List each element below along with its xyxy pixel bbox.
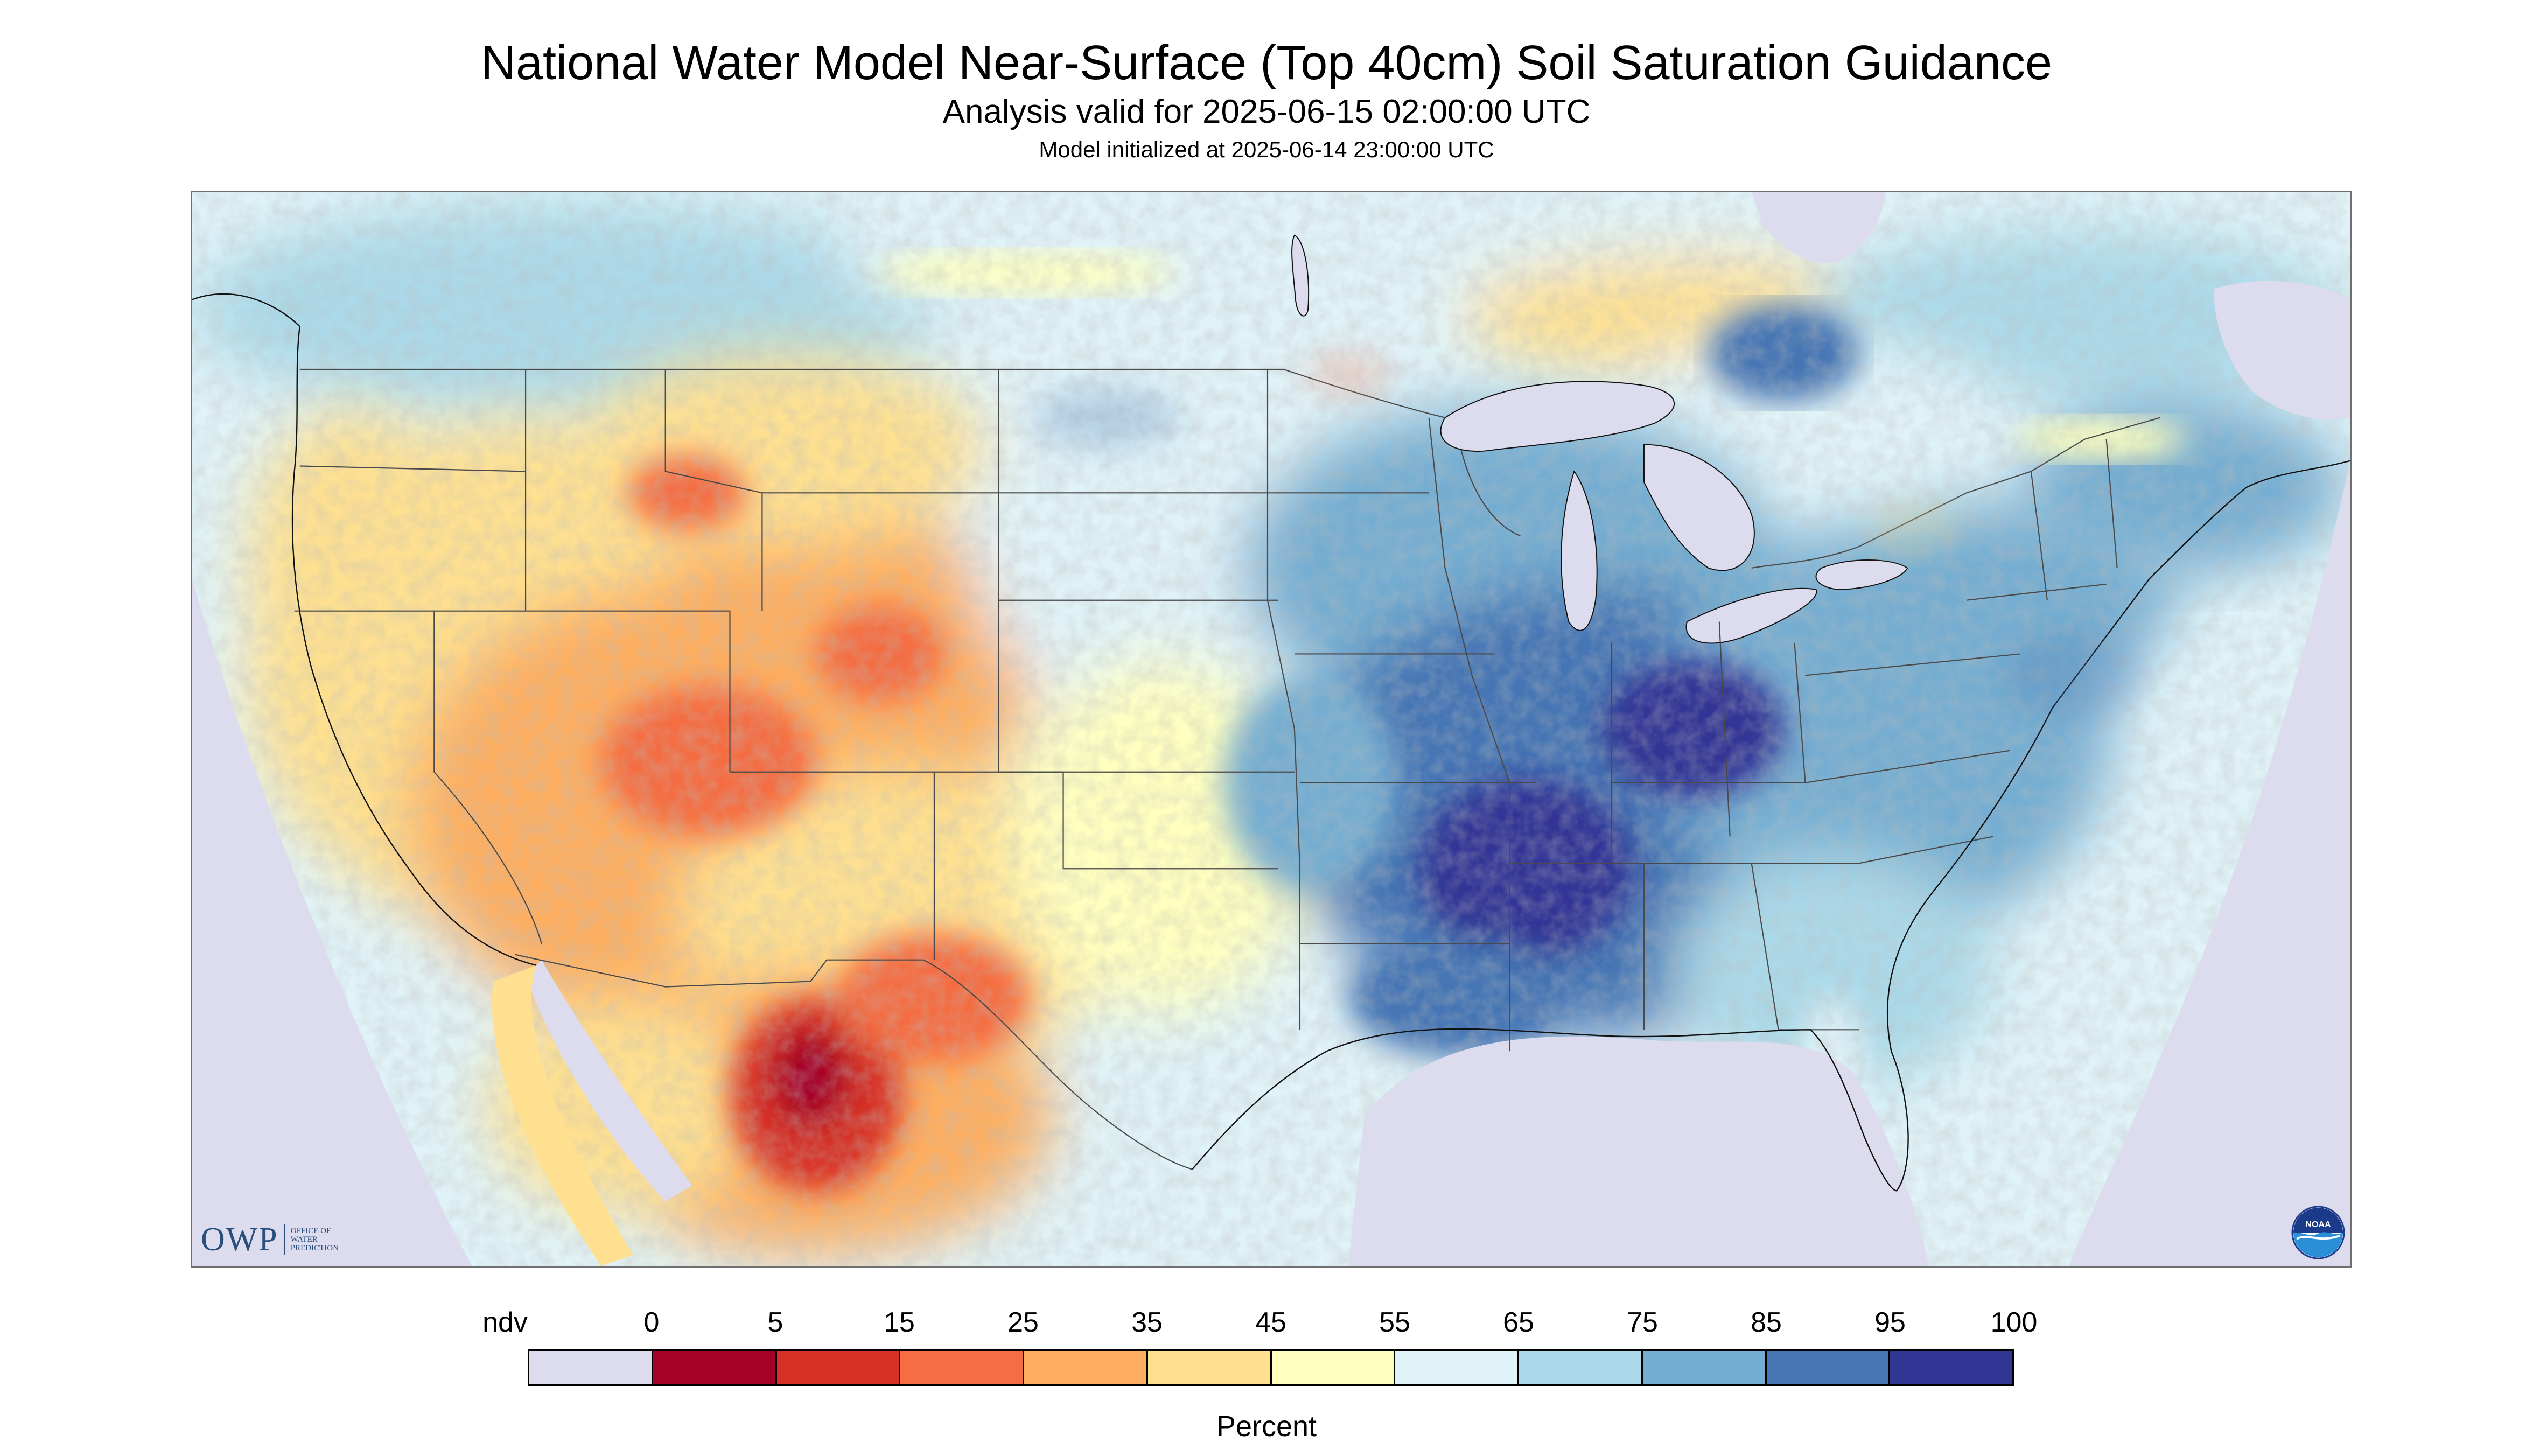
legend-tick-label: 15 xyxy=(884,1307,915,1338)
map-title: National Water Model Near-Surface (Top 4… xyxy=(480,36,2052,90)
lake-superior xyxy=(1440,381,1675,452)
owp-logo-divider xyxy=(283,1224,285,1255)
valid-time-subtitle: Analysis valid for 2025-06-15 02:00:00 U… xyxy=(942,93,1591,130)
legend-swatch xyxy=(653,1351,777,1384)
legend-swatch xyxy=(1766,1351,1891,1384)
legend-tick-label: 85 xyxy=(1751,1307,1782,1338)
legend-tick-label: 5 xyxy=(767,1307,783,1338)
lake-winnipeg xyxy=(1291,234,1310,317)
legend-swatch xyxy=(1147,1351,1272,1384)
model-init-line: Model initialized at 2025-06-14 23:00:00… xyxy=(1039,137,1494,162)
legend-swatch xyxy=(776,1351,901,1384)
legend-tick-label: 65 xyxy=(1503,1307,1534,1338)
svg-text:NOAA: NOAA xyxy=(2305,1220,2331,1229)
map-panel: OWP OFFICE OF WATER PREDICTION NOAA xyxy=(191,191,2352,1268)
legend-swatch xyxy=(1642,1351,1767,1384)
legend-tick-label: 25 xyxy=(1007,1307,1039,1338)
owp-logo-text: OFFICE OF WATER PREDICTION xyxy=(291,1227,339,1252)
legend-swatch xyxy=(900,1351,1024,1384)
legend-tick-label: 100 xyxy=(1990,1307,2038,1338)
legend-label-ndv: ndv xyxy=(482,1307,528,1338)
owp-logo-mark: OWP xyxy=(201,1221,278,1258)
legend-swatch xyxy=(1024,1351,1148,1384)
legend-swatch xyxy=(1890,1351,2012,1384)
owp-logo-line: PREDICTION xyxy=(290,1244,339,1252)
legend-swatch xyxy=(1519,1351,1643,1384)
legend-unit-label: Percent xyxy=(1216,1410,1317,1443)
lake-erie xyxy=(1685,587,1817,644)
legend-swatch xyxy=(1271,1351,1396,1384)
legend-tick-label: 0 xyxy=(643,1307,660,1338)
lake-michigan xyxy=(1561,470,1598,631)
lake-huron xyxy=(1643,444,1755,571)
soil-saturation-map xyxy=(192,192,2350,1266)
legend-swatch xyxy=(1395,1351,1519,1384)
legend-tick-label: 55 xyxy=(1379,1307,1410,1338)
legend-tick-label: 35 xyxy=(1131,1307,1163,1338)
legend-colorbar xyxy=(528,1349,2014,1386)
legend-tick-label: 75 xyxy=(1627,1307,1658,1338)
legend-swatch xyxy=(529,1351,653,1384)
owp-logo-line: WATER xyxy=(290,1235,318,1244)
noaa-logo: NOAA xyxy=(2291,1206,2345,1259)
lake-ontario xyxy=(1815,559,1908,590)
owp-logo: OWP OFFICE OF WATER PREDICTION xyxy=(201,1221,339,1258)
color-legend: ndv 0 5 15 25 35 45 55 65 75 85 95 100 Percent xyxy=(0,1292,2533,1454)
owp-logo-line: OFFICE OF xyxy=(290,1227,331,1235)
legend-tick-label: 45 xyxy=(1255,1307,1286,1338)
legend-tick-label: 95 xyxy=(1874,1307,1906,1338)
